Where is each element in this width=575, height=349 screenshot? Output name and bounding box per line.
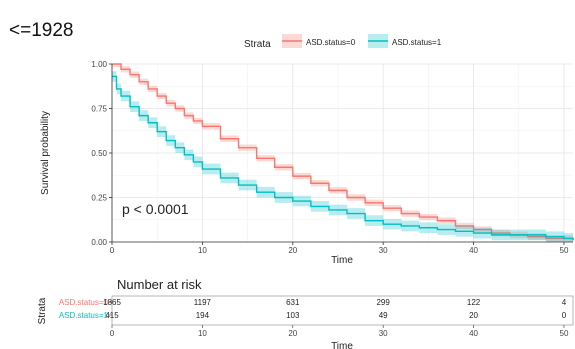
- panel-title: <=1928: [9, 20, 74, 41]
- risk-table-title: Number at risk: [117, 277, 202, 292]
- x-tick-label: 50: [560, 246, 569, 255]
- risk-row-label: ASD.status=1: [59, 311, 109, 320]
- risk-cell: 1865: [103, 298, 121, 307]
- y-tick-label: 0.50: [91, 149, 107, 158]
- risk-table-frame: [111, 295, 574, 326]
- risk-y-axis-title: Strata: [37, 297, 48, 324]
- legend-title: Strata: [244, 39, 271, 50]
- risk-cell: 103: [286, 311, 300, 320]
- x-axis-title: Time: [331, 255, 353, 266]
- confidence-band: [112, 71, 573, 243]
- legend-label: ASD.status=1: [392, 38, 442, 47]
- risk-x-tick-label: 30: [379, 329, 388, 338]
- y-tick-label: 1.00: [91, 60, 107, 69]
- risk-cell: 4: [562, 298, 567, 307]
- y-tick-label: 0.00: [91, 238, 107, 247]
- p-value-annotation: p < 0.0001: [122, 201, 189, 217]
- risk-cell: 299: [376, 298, 390, 307]
- survival-curve: [112, 63, 574, 241]
- risk-x-tick-label: 20: [288, 329, 297, 338]
- risk-x-tick-label: 40: [469, 329, 478, 338]
- risk-cell: 20: [469, 311, 478, 320]
- risk-cell: 49: [379, 311, 388, 320]
- risk-x-tick-label: 0: [110, 329, 115, 338]
- risk-cell: 194: [196, 311, 210, 320]
- x-tick-label: 0: [110, 246, 115, 255]
- x-tick-label: 10: [198, 246, 207, 255]
- risk-x-tick-label: 10: [198, 329, 207, 338]
- risk-cell: 631: [286, 298, 300, 307]
- x-tick-label: 30: [379, 246, 388, 255]
- y-tick-label: 0.25: [91, 194, 107, 203]
- y-axis-title: Survival probability: [40, 111, 51, 195]
- risk-cell: 1197: [194, 298, 212, 307]
- risk-cell: 122: [467, 298, 481, 307]
- x-tick-label: 40: [469, 246, 478, 255]
- y-tick-label: 0.75: [91, 105, 107, 114]
- risk-cell: 0: [562, 311, 567, 320]
- risk-row-label: ASD.status=0: [59, 298, 109, 307]
- survival-curve: [112, 75, 574, 241]
- legend-label: ASD.status=0: [306, 38, 356, 47]
- risk-x-axis-title: Time: [331, 341, 353, 349]
- risk-cell: 415: [105, 311, 119, 320]
- x-tick-label: 20: [288, 246, 297, 255]
- risk-x-tick-label: 50: [560, 329, 569, 338]
